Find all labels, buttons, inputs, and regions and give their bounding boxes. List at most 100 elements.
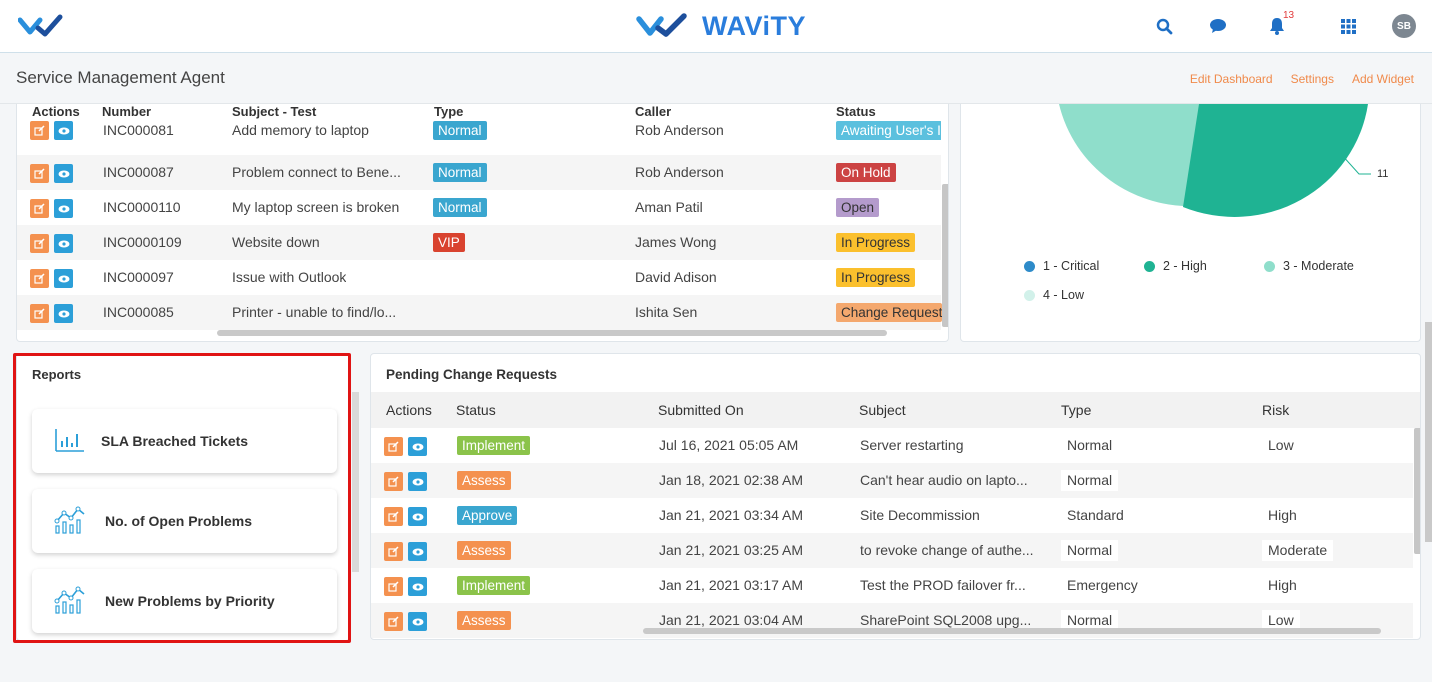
table-row[interactable]: Implement Jan 21, 2021 03:17 AM Test the… — [371, 568, 1413, 603]
view-icon[interactable] — [408, 542, 427, 561]
cr-subject[interactable]: Server restarting — [860, 437, 964, 453]
horizontal-scrollbar[interactable] — [643, 628, 1381, 634]
view-icon[interactable] — [54, 121, 73, 140]
chat-icon[interactable] — [1207, 15, 1229, 37]
legend-item-moderate[interactable]: 3 - Moderate — [1264, 259, 1354, 273]
edit-icon[interactable] — [384, 577, 403, 596]
edit-icon[interactable] — [30, 164, 49, 183]
table-row[interactable]: INC0000109 Website down VIP James Wong I… — [17, 225, 941, 260]
add-widget-link[interactable]: Add Widget — [1351, 72, 1414, 86]
column-header-type[interactable]: Type — [1061, 402, 1092, 418]
horizontal-scrollbar[interactable] — [217, 330, 887, 336]
view-icon[interactable] — [54, 234, 73, 253]
app-menu-logo-icon[interactable] — [18, 14, 70, 38]
legend-dot — [1144, 260, 1155, 272]
settings-link[interactable]: Settings — [1290, 72, 1334, 86]
view-icon[interactable] — [408, 472, 427, 491]
status-badge: In Progress — [836, 233, 916, 252]
table-row[interactable]: INC000087 Problem connect to Bene... Nor… — [17, 155, 941, 190]
apps-grid-icon[interactable] — [1337, 15, 1359, 37]
edit-icon[interactable] — [384, 612, 403, 631]
edit-icon[interactable] — [384, 542, 403, 561]
column-header-submitted-on[interactable]: Submitted On — [658, 402, 744, 418]
cr-subject[interactable]: to revoke change of authe... — [860, 542, 1034, 558]
cr-subject[interactable]: Test the PROD failover fr... — [860, 577, 1026, 593]
column-header-actions: Actions — [32, 104, 80, 119]
report-card-new-problems-priority[interactable]: New Problems by Priority — [32, 569, 337, 633]
incident-number[interactable]: INC000097 — [103, 269, 174, 285]
edit-icon[interactable] — [30, 199, 49, 218]
cr-risk: Low — [1262, 610, 1300, 631]
notification-count-badge: 13 — [1283, 10, 1295, 21]
legend-item-critical[interactable]: 1 - Critical — [1024, 259, 1099, 273]
edit-icon[interactable] — [384, 507, 403, 526]
cr-subject[interactable]: Site Decommission — [860, 507, 980, 523]
view-icon[interactable] — [54, 269, 73, 288]
legend-item-high[interactable]: 2 - High — [1144, 259, 1207, 273]
dashboard-header: Service Management Agent Edit Dashboard … — [0, 54, 1432, 104]
report-card-sla-breached[interactable]: SLA Breached Tickets — [32, 409, 337, 473]
column-header-status[interactable]: Status — [836, 104, 876, 119]
status-badge: Change Request — [836, 303, 942, 322]
incident-subject: Website down — [232, 234, 320, 250]
bar-chart-icon — [55, 429, 84, 452]
table-row[interactable]: Implement Jul 16, 2021 05:05 AM Server r… — [371, 428, 1413, 463]
view-icon[interactable] — [54, 199, 73, 218]
brand-name: WAViTY — [702, 10, 807, 41]
view-icon[interactable] — [54, 164, 73, 183]
cr-subject[interactable]: SharePoint SQL2008 upg... — [860, 612, 1032, 628]
submitted-on: Jan 21, 2021 03:04 AM — [659, 612, 803, 628]
view-icon[interactable] — [408, 437, 427, 456]
brand-logo: WAViTY — [636, 10, 806, 42]
table-row[interactable]: INC000081 Add memory to laptop Normal Ro… — [17, 120, 941, 141]
edit-dashboard-link[interactable]: Edit Dashboard — [1189, 72, 1273, 86]
edit-icon[interactable] — [384, 472, 403, 491]
bell-icon[interactable] — [1266, 15, 1288, 37]
legend-dot — [1264, 260, 1275, 272]
column-header-risk[interactable]: Risk — [1262, 402, 1290, 418]
table-row[interactable]: INC0000110 My laptop screen is broken No… — [17, 190, 941, 225]
type-badge: Normal — [433, 163, 487, 182]
view-icon[interactable] — [408, 612, 427, 631]
search-icon[interactable] — [1153, 15, 1175, 37]
view-icon[interactable] — [408, 507, 427, 526]
column-header-caller[interactable]: Caller — [635, 104, 672, 119]
reports-scrollbar[interactable] — [352, 392, 359, 572]
vertical-scrollbar[interactable] — [1414, 428, 1420, 554]
incident-number[interactable]: INC0000110 — [103, 199, 181, 215]
incident-number[interactable]: INC000087 — [103, 164, 174, 180]
column-header-type[interactable]: Type — [434, 104, 464, 119]
table-row[interactable]: INC000097 Issue with Outlook David Adiso… — [17, 260, 941, 295]
pcr-title: Pending Change Requests — [386, 367, 558, 382]
view-icon[interactable] — [408, 577, 427, 596]
view-icon[interactable] — [54, 304, 73, 323]
edit-icon[interactable] — [30, 304, 49, 323]
cr-risk: Moderate — [1262, 540, 1334, 561]
page-scrollbar[interactable] — [1425, 322, 1432, 542]
cr-subject[interactable]: Can't hear audio on lapto... — [860, 472, 1028, 488]
status-badge: Assess — [457, 471, 511, 490]
column-header-subject[interactable]: Subject - Test — [232, 104, 317, 119]
submitted-on: Jan 21, 2021 03:34 AM — [659, 507, 803, 523]
column-header-status[interactable]: Status — [456, 402, 496, 418]
table-row[interactable]: Approve Jan 21, 2021 03:34 AM Site Decom… — [371, 498, 1413, 533]
report-card-open-problems[interactable]: No. of Open Problems — [32, 489, 337, 553]
incident-number[interactable]: INC000081 — [103, 122, 174, 138]
incident-number[interactable]: INC0000109 — [103, 234, 182, 250]
edit-icon[interactable] — [384, 437, 403, 456]
column-header-subject[interactable]: Subject — [859, 402, 906, 418]
table-row[interactable]: Assess Jan 21, 2021 03:25 AM to revoke c… — [371, 533, 1413, 568]
vertical-scrollbar[interactable] — [942, 184, 948, 327]
table-row[interactable]: INC000085 Printer - unable to find/lo...… — [17, 295, 942, 330]
report-label: New Problems by Priority — [105, 593, 275, 609]
table-row[interactable]: Assess Jan 18, 2021 02:38 AM Can't hear … — [371, 463, 1413, 498]
cr-type: Normal — [1061, 435, 1119, 456]
edit-icon[interactable] — [30, 121, 49, 140]
incident-number[interactable]: INC000085 — [103, 304, 174, 320]
incident-caller: Rob Anderson — [635, 164, 724, 180]
edit-icon[interactable] — [30, 234, 49, 253]
legend-item-low[interactable]: 4 - Low — [1024, 288, 1084, 302]
column-header-number[interactable]: Number — [102, 104, 152, 119]
edit-icon[interactable] — [30, 269, 49, 288]
user-avatar[interactable]: SB — [1392, 14, 1416, 38]
